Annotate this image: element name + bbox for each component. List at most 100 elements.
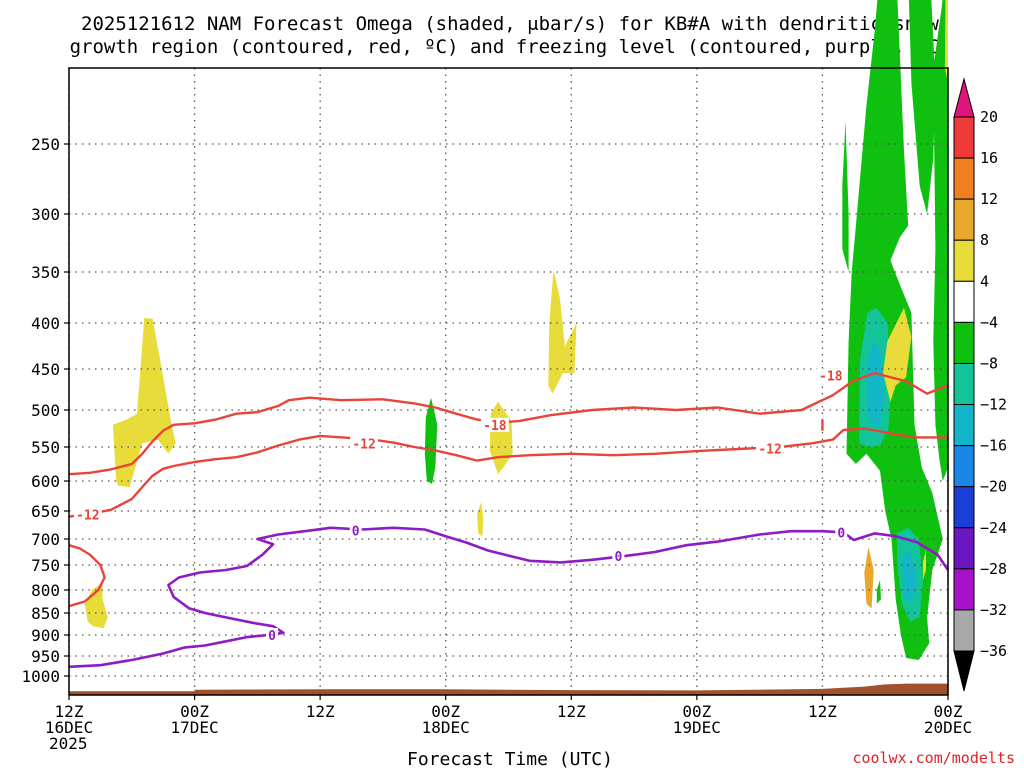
minus12-contour-line: [68, 427, 948, 518]
y-tick-label: 550: [31, 438, 60, 457]
x-tick-time-label: 12Z: [306, 702, 335, 721]
y-tick-label: 950: [31, 647, 60, 666]
x-tick-date-label: 16DEC: [45, 718, 93, 737]
y-tick-label: 450: [31, 360, 60, 379]
colorbar-label: −12: [980, 396, 1007, 414]
y-tick-label: 700: [31, 530, 60, 549]
freezing-level-label-bg: [835, 525, 848, 540]
y-tick-label: 300: [31, 205, 60, 224]
colorbar-band: [953, 239, 975, 282]
colorbar-band: [953, 486, 975, 529]
x-axis-label: Forecast Time (UTC): [407, 749, 613, 768]
colorbar-label: 16: [980, 149, 998, 167]
freezing-level-label-bg: [612, 549, 625, 564]
freezing-level-label-bg: [266, 628, 279, 642]
omega-shaded-region: [944, 0, 948, 84]
x-tick-time-label: 12Z: [808, 702, 837, 721]
minus18-label-bg: [816, 368, 845, 383]
colorbar-label: −32: [980, 601, 1007, 619]
colorbar-band: [953, 116, 975, 159]
y-tick-label: 850: [31, 604, 60, 623]
colorbar-top-arrow: [953, 77, 975, 118]
x-tick-time-label: 12Z: [55, 702, 84, 721]
omega-shaded-region: [84, 582, 108, 629]
colorbar-label: −36: [980, 642, 1007, 660]
minus18-label-bg: [480, 417, 509, 432]
omega-shaded-region: [922, 549, 926, 580]
x-tick-year-label: 2025: [49, 734, 88, 753]
plot-border: [68, 67, 949, 696]
colorbar: 20 16 12 8 4 −4 −8 −12 −16 −20 −24 −28 −32 −36: [953, 77, 1007, 692]
colorbar-band: [953, 362, 975, 406]
colorbar-label: −16: [980, 437, 1007, 455]
colorbar-label: −24: [980, 519, 1007, 537]
colorbar-label: −8: [980, 354, 998, 372]
minus12-label: -12: [352, 437, 375, 452]
colorbar-bottom-arrow: [953, 650, 975, 692]
credit-text: coolwx.com/modelts: [852, 749, 1015, 767]
terrain-ground: [69, 683, 948, 695]
contour-labels: -12 -12 -12 -18 -18 0 0 0 0: [73, 368, 848, 644]
minus18-label: -18: [819, 370, 843, 385]
freezing-level-label: 0: [352, 525, 360, 540]
omega-shaded-region: [908, 0, 936, 214]
colorbar-band: [953, 568, 975, 611]
omega-shaded-region: [866, 341, 885, 427]
omega-shaded-region: [933, 0, 948, 481]
plot-background: [69, 68, 948, 695]
colorbar-label: −28: [980, 560, 1007, 578]
colorbar-band: [953, 445, 975, 488]
y-tick-label: 500: [31, 401, 60, 420]
x-tick-date-label: 18DEC: [422, 718, 470, 737]
x-tick-time-label: 00Z: [431, 702, 460, 721]
colorbar-band: [953, 280, 975, 323]
y-axis-ticks: 250 300 350 400 450 500 550 600 650 700 750 800 850 9…: [21, 135, 69, 686]
colorbar-label: 8: [980, 231, 989, 249]
x-tick-time-label: 00Z: [682, 702, 711, 721]
freezing-level-label-bg: [349, 523, 362, 538]
colorbar-label: 12: [980, 190, 998, 208]
colorbar-label: −4: [980, 313, 998, 331]
chart-title-line1: 2025121612 NAM Forecast Omega (shaded, μ…: [81, 13, 939, 35]
plot-area: [69, 68, 948, 695]
y-tick-label: 600: [31, 472, 60, 491]
omega-shaded-region: [548, 269, 577, 394]
x-tick-time-label: 00Z: [180, 702, 209, 721]
colorbar-band: [953, 157, 975, 200]
colorbar-band: [953, 404, 975, 447]
y-tick-label: 400: [31, 314, 60, 333]
omega-shaded-region: [424, 397, 438, 484]
freezing-level-label: 0: [614, 550, 622, 565]
freezing-level-label: 0: [268, 629, 276, 644]
minus12-lower-contour-line: [68, 544, 106, 608]
x-tick-date-label: 19DEC: [673, 718, 721, 737]
colorbar-label: 20: [980, 108, 998, 126]
minus12-label-bg: [73, 507, 102, 522]
omega-shaded-region: [902, 549, 916, 602]
minus12-label-bg: [350, 436, 379, 451]
y-tick-label: 800: [31, 581, 60, 600]
colorbar-label: −20: [980, 478, 1007, 496]
y-tick-label: 350: [31, 263, 60, 282]
colorbar-band: [953, 527, 975, 570]
colorbar-band: [953, 609, 975, 652]
minus12-label: -12: [758, 442, 781, 457]
omega-shaded-region: [842, 121, 849, 272]
minus12-label-bg: [756, 441, 785, 456]
omega-shaded-region: [113, 317, 176, 487]
minus18-contour-line: [68, 371, 949, 476]
omega-shaded-region: [876, 580, 881, 604]
colorbar-label: 4: [980, 272, 989, 290]
plot-frame: [68, 67, 949, 696]
terrain-fill: [69, 683, 948, 695]
colorbar-band: [953, 198, 975, 241]
y-tick-label: 750: [31, 556, 60, 575]
freezing-level-label: 0: [837, 526, 845, 541]
x-tick-date-label: 17DEC: [170, 718, 218, 737]
y-tick-label: 650: [31, 502, 60, 521]
x-tick-time-label: 00Z: [934, 702, 963, 721]
y-tick-label: 1000: [21, 667, 60, 686]
y-tick-label: 900: [31, 626, 60, 645]
